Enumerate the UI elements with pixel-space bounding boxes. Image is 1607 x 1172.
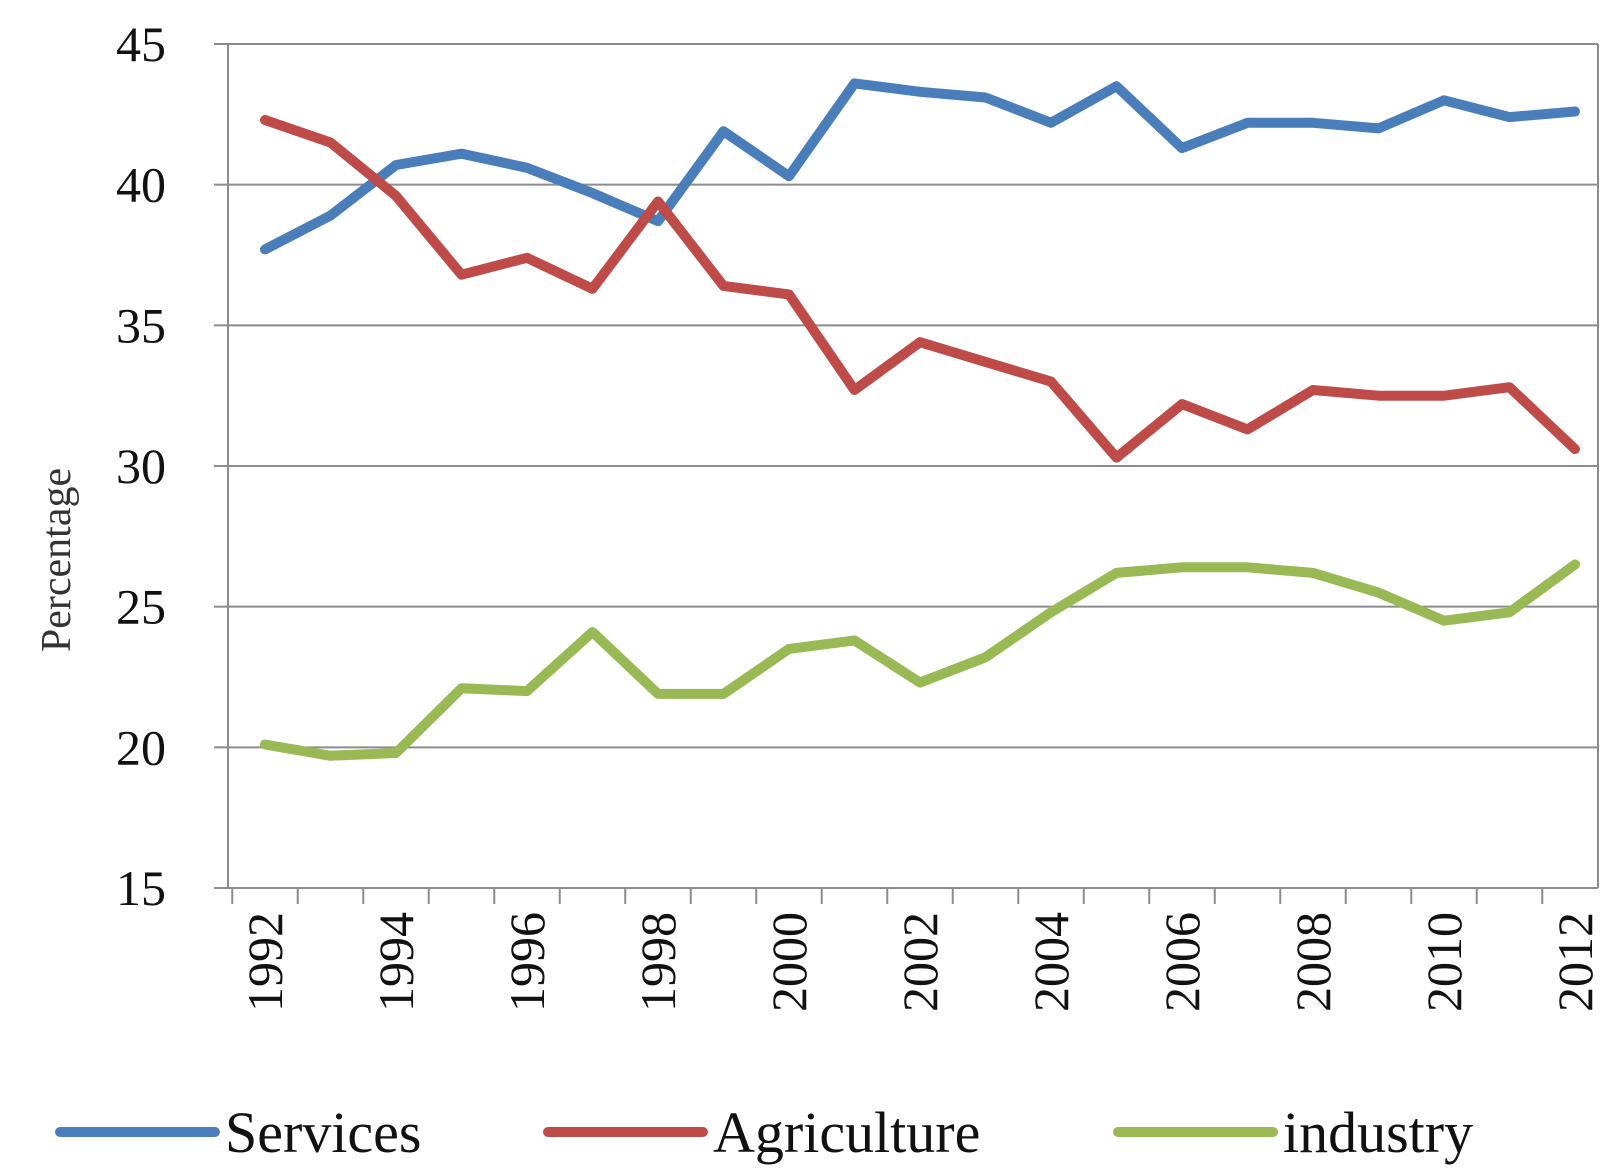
series-line-services xyxy=(260,78,1580,255)
x-tick-label: 2000 xyxy=(761,912,817,1012)
series-line-industry xyxy=(260,559,1580,761)
x-tick-label: 2004 xyxy=(1023,912,1079,1012)
y-tick-label: 45 xyxy=(116,16,166,72)
x-tick-label: 1992 xyxy=(237,912,293,1012)
series-line-agriculture xyxy=(260,115,1580,463)
y-tick-label: 40 xyxy=(116,157,166,213)
y-tick-label: 20 xyxy=(116,719,166,775)
legend: Services Agriculture industry xyxy=(55,1100,1473,1165)
y-tick-labels: 15 20 25 30 35 40 45 xyxy=(116,16,166,916)
gridlines xyxy=(228,43,1598,749)
x-tick-label: 1998 xyxy=(630,912,686,1012)
x-tick-label: 2008 xyxy=(1285,912,1341,1012)
y-axis-title: Percentage xyxy=(34,468,80,652)
legend-label: Agriculture xyxy=(713,1100,980,1165)
x-tick-label: 2010 xyxy=(1416,912,1472,1012)
legend-label: industry xyxy=(1283,1100,1473,1165)
legend-item-industry: industry xyxy=(1113,1100,1473,1165)
y-tick-label: 15 xyxy=(116,860,166,916)
x-tick-label: 2012 xyxy=(1547,912,1603,1012)
legend-item-services: Services xyxy=(55,1100,422,1165)
x-tick-label: 2006 xyxy=(1154,912,1210,1012)
y-tick-label: 25 xyxy=(116,579,166,635)
axes xyxy=(214,43,1599,904)
y-tick-label: 30 xyxy=(116,438,166,494)
x-tick-label: 1994 xyxy=(368,912,424,1012)
x-tick-labels: 1992 1994 1996 1998 2000 2002 2004 2006 2008 2010… xyxy=(237,912,1603,1012)
legend-item-agriculture: Agriculture xyxy=(543,1100,980,1165)
x-tick-label: 2002 xyxy=(892,912,948,1012)
x-tick-label: 1996 xyxy=(499,912,555,1012)
y-tick-label: 35 xyxy=(116,297,166,353)
legend-label: Services xyxy=(225,1100,422,1165)
series-lines xyxy=(260,78,1580,761)
